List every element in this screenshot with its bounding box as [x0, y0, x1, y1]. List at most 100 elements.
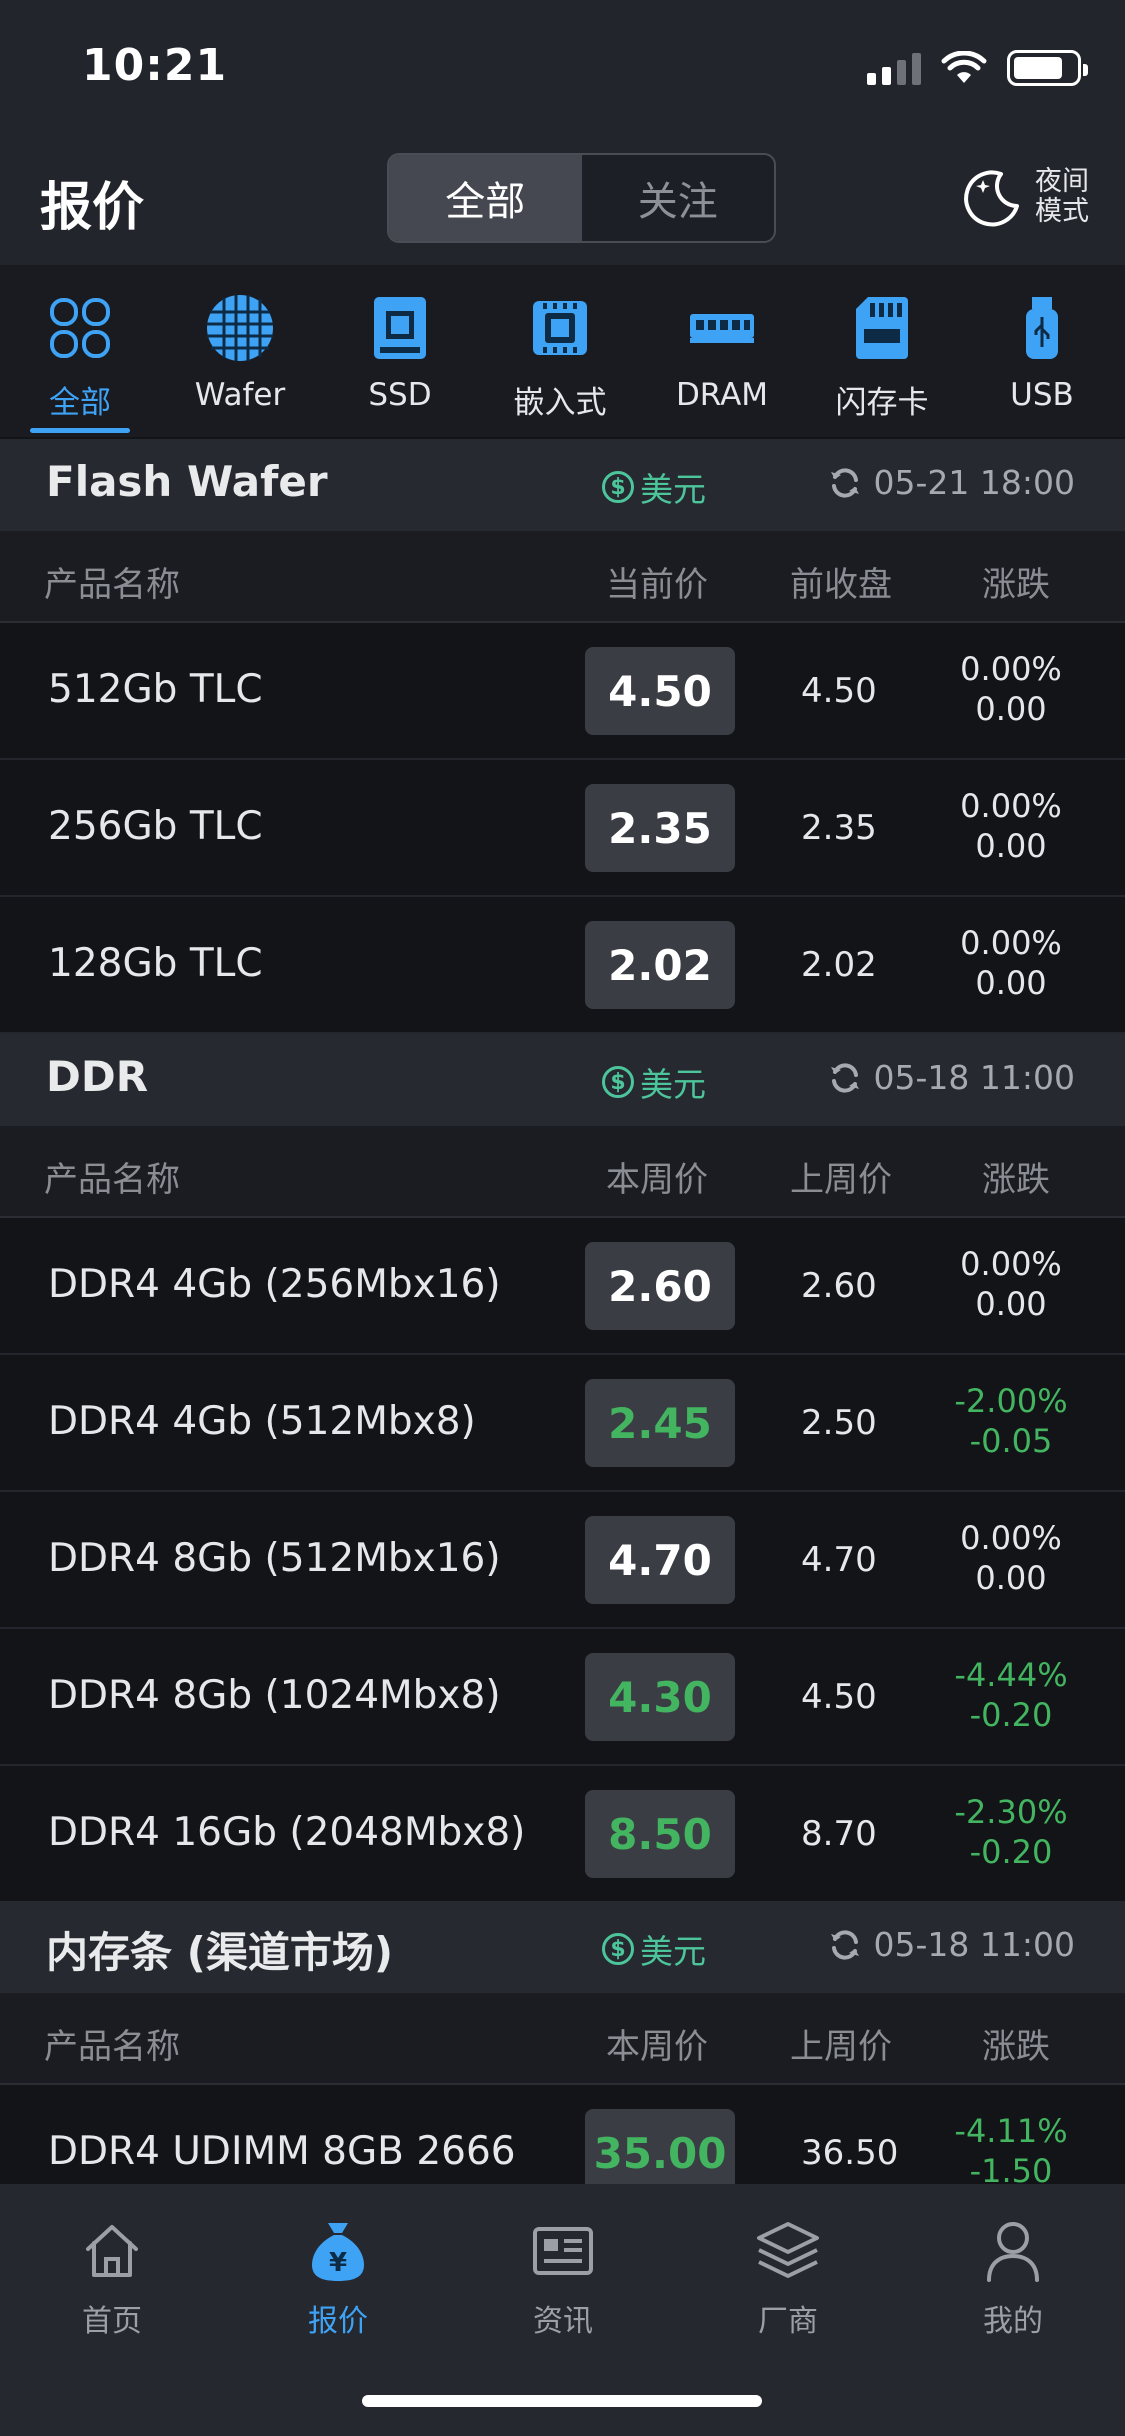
table-row[interactable]: DDR4 16Gb (2048Mbx8) 8.50 8.70 -2.30% -0.… — [0, 1766, 1125, 1903]
bottom-tab-bar: 首页 ¥ 报价 资讯 — [0, 2184, 1125, 2436]
usb-icon — [1026, 296, 1058, 359]
currency-badge: $ 美元 — [602, 463, 706, 511]
update-time[interactable]: 05-18 11:00 — [828, 1925, 1075, 1964]
refresh-icon — [830, 1062, 859, 1093]
moon-icon — [964, 170, 1019, 227]
table-row[interactable]: DDR4 4Gb (512Mbx8) 2.45 2.50 -2.00% -0.05 — [0, 1355, 1125, 1492]
current-price: 4.30 — [585, 1653, 735, 1741]
category-all[interactable]: 全部 — [10, 290, 150, 421]
category-wafer[interactable]: Wafer — [170, 290, 310, 420]
status-bar: 10:21 — [0, 0, 1125, 140]
previous-price: 2.02 — [801, 945, 877, 985]
price-change: 0.00% 0.00 — [960, 1519, 1062, 1597]
segment-follow[interactable]: 关注 — [637, 179, 718, 225]
column-header: 产品名称 当前价 前收盘 涨跌 — [0, 531, 1125, 623]
category-usb[interactable]: USB — [972, 290, 1112, 420]
category-embedded[interactable]: 嵌入式 — [490, 290, 630, 421]
table-row[interactable]: 256Gb TLC 2.35 2.35 0.00% 0.00 — [0, 760, 1125, 897]
current-price: 8.50 — [585, 1790, 735, 1878]
ssd-icon — [374, 296, 426, 359]
current-price: 4.50 — [585, 647, 735, 735]
tab-quotes[interactable]: ¥ 报价 — [258, 2216, 418, 2340]
user-icon — [987, 2222, 1039, 2282]
price-change: -2.00% -0.05 — [954, 1382, 1068, 1460]
currency-badge: $ 美元 — [602, 1925, 706, 1973]
price-change: 0.00% 0.00 — [960, 1245, 1062, 1323]
table-row[interactable]: 512Gb TLC 4.50 4.50 0.00% 0.00 — [0, 623, 1125, 760]
product-name: DDR4 4Gb (512Mbx8) — [48, 1399, 476, 1444]
status-time: 10:21 — [82, 40, 228, 91]
night-mode-label: 夜间 模式 — [1035, 166, 1089, 227]
product-name: DDR4 8Gb (1024Mbx8) — [48, 1673, 501, 1718]
previous-price: 4.70 — [801, 1540, 877, 1580]
previous-price: 36.50 — [801, 2133, 899, 2173]
product-name: DDR4 4Gb (256Mbx16) — [48, 1262, 501, 1307]
product-name: 128Gb TLC — [48, 941, 263, 986]
current-price: 35.00 — [585, 2109, 735, 2197]
category-dram[interactable]: DRAM — [652, 290, 792, 420]
section-header-flash-wafer: Flash Wafer $ 美元 05-21 18:00 — [0, 439, 1125, 531]
news-icon — [533, 2227, 593, 2275]
segment-control: 全部 关注 — [387, 153, 776, 243]
signal-icon — [867, 51, 921, 85]
current-price: 2.35 — [585, 784, 735, 872]
table-row[interactable]: DDR4 8Gb (512Mbx16) 4.70 4.70 0.00% 0.00 — [0, 1492, 1125, 1629]
refresh-icon — [830, 467, 859, 498]
header: 报价 全部 关注 夜间 模式 — [0, 140, 1125, 265]
previous-price: 4.50 — [801, 671, 877, 711]
home-indicator — [362, 2395, 762, 2407]
section-title: Flash Wafer — [46, 457, 328, 506]
wafer-icon — [207, 294, 273, 361]
tab-vendors[interactable]: 厂商 — [708, 2216, 868, 2340]
current-price: 2.02 — [585, 921, 735, 1009]
price-change: 0.00% 0.00 — [960, 787, 1062, 865]
night-mode-button[interactable]: 夜间 模式 — [961, 166, 1089, 228]
segment-all[interactable]: 全部 — [389, 155, 582, 241]
tab-home[interactable]: 首页 — [32, 2216, 192, 2340]
product-name: DDR4 8Gb (512Mbx16) — [48, 1536, 501, 1581]
price-change: -4.44% -0.20 — [954, 1656, 1068, 1734]
update-time[interactable]: 05-21 18:00 — [828, 463, 1075, 502]
update-time[interactable]: 05-18 11:00 — [828, 1058, 1075, 1097]
dollar-icon: $ — [602, 471, 634, 503]
table-row[interactable]: 128Gb TLC 2.02 2.02 0.00% 0.00 — [0, 897, 1125, 1034]
price-change: 0.00% 0.00 — [960, 924, 1062, 1002]
wifi-icon — [941, 51, 987, 83]
page-title: 报价 — [40, 178, 145, 238]
grid-icon — [50, 297, 110, 358]
column-header: 产品名称 本周价 上周价 涨跌 — [0, 1126, 1125, 1218]
tab-news[interactable]: 资讯 — [483, 2216, 643, 2340]
current-price: 4.70 — [585, 1516, 735, 1604]
current-price: 2.60 — [585, 1242, 735, 1330]
section-title: 内存条 (渠道市场) — [46, 1928, 394, 1977]
dollar-icon: $ — [602, 1933, 634, 1965]
section-header-memory-module: 内存条 (渠道市场) $ 美元 05-18 11:00 — [0, 1901, 1125, 1993]
dram-icon — [690, 313, 754, 343]
status-icons — [867, 50, 1088, 86]
tab-profile[interactable]: 我的 — [933, 2216, 1093, 2340]
category-bar: 全部 Wafer SSD — [0, 265, 1125, 437]
home-icon — [86, 2225, 138, 2277]
product-name: 512Gb TLC — [48, 667, 263, 712]
sd-card-icon — [856, 296, 908, 359]
table-row[interactable]: DDR4 4Gb (256Mbx16) 2.60 2.60 0.00% 0.00 — [0, 1218, 1125, 1355]
product-name: DDR4 16Gb (2048Mbx8) — [48, 1810, 526, 1855]
table-row[interactable]: DDR4 8Gb (1024Mbx8) 4.30 4.50 -4.44% -0.2… — [0, 1629, 1125, 1766]
price-change: -4.11% -1.50 — [954, 2112, 1068, 2190]
money-bag-icon: ¥ — [312, 2223, 364, 2281]
price-change: -2.30% -0.20 — [954, 1793, 1068, 1871]
previous-price: 2.35 — [801, 808, 877, 848]
category-sd-card[interactable]: 闪存卡 — [812, 290, 952, 421]
refresh-icon — [830, 1929, 859, 1960]
product-name: DDR4 UDIMM 8GB 2666 — [48, 2129, 516, 2174]
chip-icon — [533, 300, 587, 355]
previous-price: 8.70 — [801, 1814, 877, 1854]
previous-price: 4.50 — [801, 1677, 877, 1717]
battery-icon — [1007, 50, 1088, 86]
category-ssd[interactable]: SSD — [330, 290, 470, 420]
layers-icon — [757, 2222, 819, 2278]
column-header: 产品名称 本周价 上周价 涨跌 — [0, 1993, 1125, 2085]
current-price: 2.45 — [585, 1379, 735, 1467]
currency-badge: $ 美元 — [602, 1058, 706, 1106]
dollar-icon: $ — [602, 1066, 634, 1098]
